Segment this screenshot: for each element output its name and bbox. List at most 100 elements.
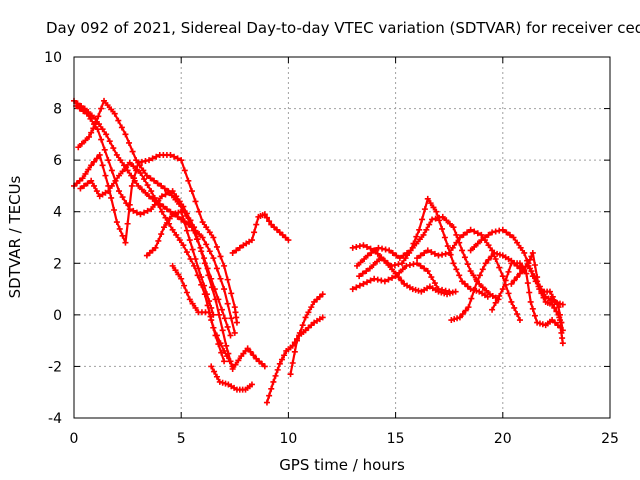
data-point: [82, 170, 89, 177]
data-point: [94, 126, 101, 133]
data-point: [203, 241, 210, 248]
data-point: [128, 182, 135, 189]
y-tick-label: 2: [53, 256, 62, 272]
data-point: [435, 286, 442, 293]
data-point: [93, 155, 100, 162]
data-point: [175, 209, 182, 216]
data-point: [216, 378, 223, 385]
data-point: [138, 186, 145, 193]
data-point: [76, 105, 83, 112]
data-point: [108, 194, 115, 201]
data-point: [454, 315, 461, 322]
data-point: [158, 193, 165, 200]
data-point: [206, 248, 213, 255]
data-point: [281, 352, 288, 359]
data-point: [201, 282, 208, 289]
data-point: [479, 284, 486, 291]
data-point: [511, 277, 518, 284]
data-point: [443, 217, 450, 224]
data-point: [529, 273, 536, 280]
data-point: [479, 266, 486, 273]
data-point: [428, 249, 435, 256]
data-point: [218, 349, 225, 356]
data-point: [196, 208, 203, 215]
series-16: [414, 226, 523, 324]
data-point: [80, 108, 87, 115]
y-tick-label: 8: [53, 102, 62, 118]
data-point: [382, 246, 389, 253]
data-point: [213, 373, 220, 380]
data-point: [514, 274, 521, 281]
data-point: [178, 208, 185, 215]
data-point: [536, 286, 543, 293]
data-point: [485, 231, 492, 238]
data-point: [508, 280, 515, 287]
data-point: [75, 144, 82, 151]
data-point: [478, 231, 485, 238]
data-point: [510, 234, 517, 241]
data-point: [377, 255, 384, 262]
data-point: [130, 163, 137, 170]
data-point: [268, 385, 275, 392]
data-point: [88, 177, 95, 184]
data-point: [439, 225, 446, 232]
data-point: [519, 267, 526, 274]
data-point: [371, 275, 378, 282]
data-point: [169, 211, 176, 218]
data-point: [478, 237, 485, 244]
data-point: [158, 231, 165, 238]
data-point: [232, 309, 239, 316]
data-point: [439, 251, 446, 258]
data-point: [135, 159, 142, 166]
data-point: [144, 182, 151, 189]
data-point: [87, 115, 94, 122]
data-point: [158, 182, 165, 189]
data-point: [467, 268, 474, 275]
data-point: [471, 228, 478, 235]
data-point: [375, 244, 382, 251]
data-point: [208, 363, 215, 370]
data-point: [492, 255, 499, 262]
data-point: [381, 257, 388, 264]
data-point: [406, 249, 413, 256]
data-point: [116, 225, 123, 232]
data-point: [421, 249, 428, 256]
data-point: [187, 255, 194, 262]
plot-frame: [73, 56, 611, 419]
data-point: [233, 319, 240, 326]
data-point: [137, 211, 144, 218]
data-point: [552, 298, 559, 305]
data-point: [413, 240, 420, 247]
data-point: [296, 329, 303, 336]
data-point: [161, 185, 168, 192]
data-point: [433, 208, 440, 215]
data-point: [453, 239, 460, 246]
data-point: [152, 244, 159, 251]
data-point: [549, 301, 556, 308]
data-point: [436, 214, 443, 221]
data-point: [439, 286, 446, 293]
data-point: [514, 310, 521, 317]
data-point: [208, 304, 215, 311]
data-point: [149, 155, 156, 162]
data-point: [424, 247, 431, 254]
data-point: [229, 363, 236, 370]
data-point: [185, 177, 192, 184]
data-point: [360, 280, 367, 287]
series-10: [263, 314, 326, 406]
data-point: [210, 255, 217, 262]
series-line: [351, 262, 451, 293]
data-point: [210, 234, 217, 241]
data-point: [449, 244, 456, 251]
data-point: [379, 245, 386, 252]
data-point: [155, 201, 162, 208]
data-point: [99, 162, 106, 169]
data-point: [96, 151, 103, 158]
data-point: [272, 372, 279, 379]
data-point: [247, 348, 254, 355]
data-point: [508, 298, 515, 305]
data-point: [349, 286, 356, 293]
data-point: [413, 233, 420, 240]
data-point: [285, 237, 292, 244]
